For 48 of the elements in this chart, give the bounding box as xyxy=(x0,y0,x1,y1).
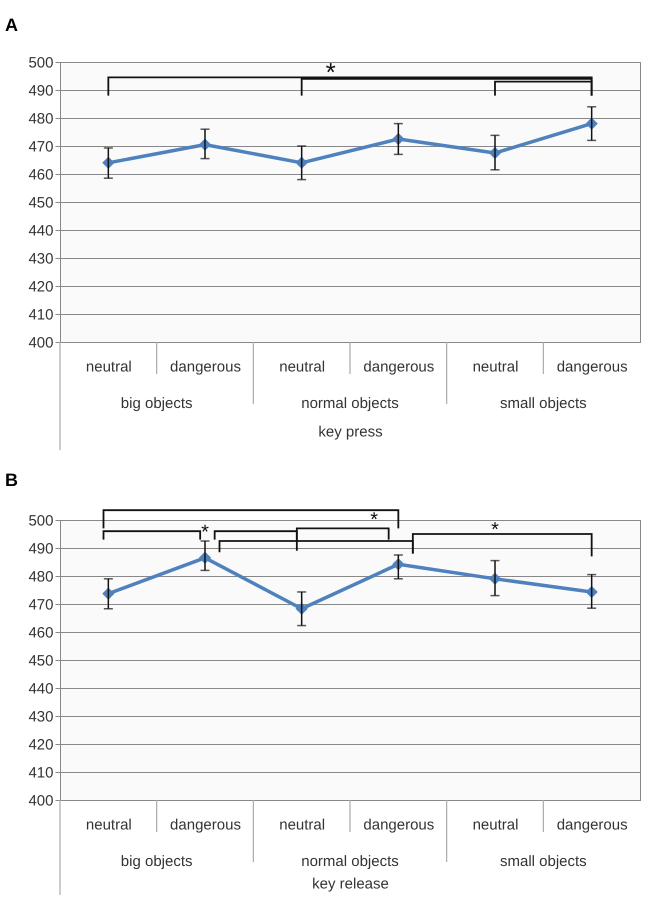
x-tick-label: dangerous xyxy=(170,816,241,834)
x-tick-label: neutral xyxy=(86,816,132,834)
chart-title: A xyxy=(5,15,18,35)
y-tick-label: 420 xyxy=(28,736,54,754)
x-axis-title: key press xyxy=(318,424,383,440)
text: big objects xyxy=(120,853,193,870)
y-tick-label: 480 xyxy=(28,110,54,128)
y-tick-label: 460 xyxy=(28,166,54,184)
y-tick-label: 440 xyxy=(28,222,54,240)
annotation: * xyxy=(491,518,500,541)
y-tick-label: 490 xyxy=(28,82,54,100)
annotation: * xyxy=(326,57,336,88)
x-tick-label: neutral xyxy=(86,358,132,376)
x-tick-label: neutral xyxy=(472,816,518,834)
x-tick-label: neutral xyxy=(279,358,326,376)
x-axis-title: key release xyxy=(312,876,389,892)
x-tick-label: neutral xyxy=(279,816,326,834)
text: big objects xyxy=(120,395,193,412)
x-tick-label: dangerous xyxy=(556,358,628,376)
y-tick-label: 410 xyxy=(28,764,54,782)
y-tick-label: 450 xyxy=(28,652,54,670)
x-tick-label: dangerous xyxy=(556,816,628,834)
x-tick-label: dangerous xyxy=(363,816,434,834)
y-tick-label: 430 xyxy=(28,708,54,726)
y-tick-label: 400 xyxy=(28,792,54,810)
y-tick-label: 410 xyxy=(28,306,54,324)
y-tick-label: 480 xyxy=(28,568,54,586)
annotation: * xyxy=(201,522,210,544)
annotation: * xyxy=(370,509,378,531)
y-tick-label: 500 xyxy=(28,54,54,72)
text: small objects xyxy=(500,395,587,412)
chart-title: B xyxy=(5,470,18,490)
y-tick-label: 470 xyxy=(28,138,54,156)
y-tick-label: 460 xyxy=(28,624,54,642)
x-tick-label: dangerous xyxy=(363,358,434,376)
y-tick-label: 440 xyxy=(28,680,54,698)
y-tick-label: 500 xyxy=(28,512,54,530)
y-tick-label: 490 xyxy=(28,540,54,558)
y-tick-label: 450 xyxy=(28,194,54,212)
x-tick-label: neutral xyxy=(472,358,518,376)
y-tick-label: 400 xyxy=(28,334,54,352)
text: normal objects xyxy=(301,853,399,870)
y-tick-label: 470 xyxy=(28,596,54,614)
y-tick-label: 420 xyxy=(28,278,54,296)
x-tick-label: dangerous xyxy=(170,358,241,376)
y-tick-label: 430 xyxy=(28,250,54,268)
text: normal objects xyxy=(301,395,399,412)
text: small objects xyxy=(500,853,587,870)
